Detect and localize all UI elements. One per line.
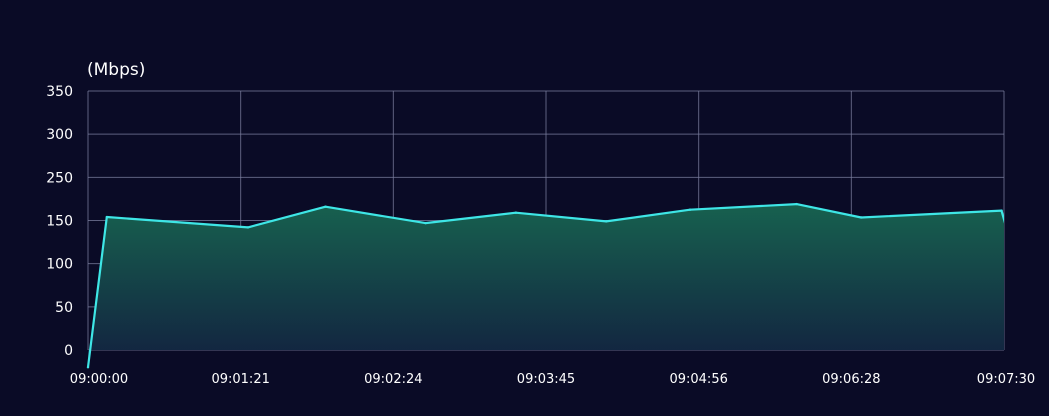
y-tick-label: 300 [46, 127, 73, 143]
x-axis: 09:00:00 09:01:21 09:02:24 09:03:45 09:04:56… [70, 372, 1035, 387]
data-point [688, 208, 692, 211]
data-point [246, 226, 250, 229]
series-line [86, 203, 1004, 368]
y-tick-label: 250 [46, 170, 73, 186]
data-point [605, 220, 608, 223]
data-point [105, 215, 109, 219]
y-axis-unit-label: (Mbps) [87, 60, 145, 80]
y-tick-label: 350 [46, 84, 73, 100]
x-tick-label: 09:02:24 [364, 372, 422, 387]
x-tick-label: 09:01:21 [211, 372, 269, 387]
series-layer [86, 202, 1047, 369]
data-point [1000, 209, 1003, 212]
y-tick-label: 0 [64, 343, 73, 359]
data-point [1045, 366, 1047, 368]
y-tick-label: 100 [46, 257, 73, 273]
y-tick-label: 150 [46, 214, 73, 230]
data-point [514, 211, 518, 214]
data-point [795, 202, 798, 206]
data-point [86, 366, 90, 369]
data-point [859, 216, 863, 219]
data-point [424, 221, 427, 225]
y-tick-label: 50 [55, 300, 73, 316]
x-tick-label: 09:00:00 [70, 372, 128, 387]
x-tick-label: 09:06:28 [822, 372, 880, 387]
data-point [324, 205, 327, 208]
x-tick-label: 09:03:45 [517, 372, 575, 387]
y-axis: 350 300 250 150 100 50 0 [46, 84, 73, 359]
x-tick-label: 09:07:30 [977, 372, 1035, 387]
series-area-fill [88, 204, 1004, 368]
x-tick-label: 09:04:56 [669, 372, 727, 387]
